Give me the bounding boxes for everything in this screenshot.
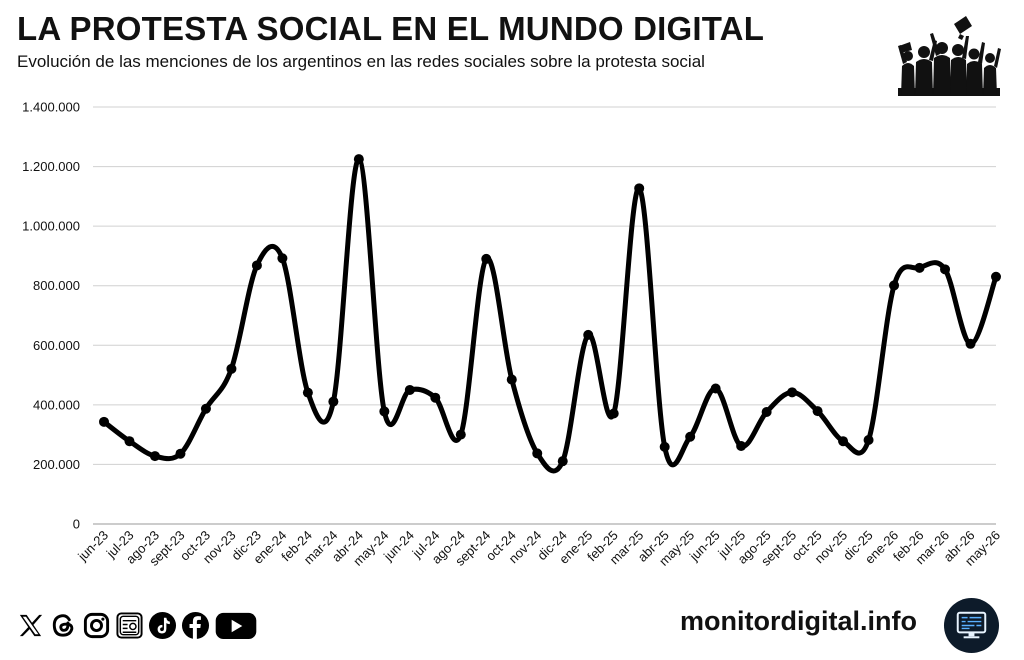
data-point — [736, 440, 747, 451]
data-point — [379, 406, 390, 417]
data-point — [685, 431, 696, 442]
social-icons — [16, 608, 258, 642]
data-point — [940, 264, 951, 275]
x-tick-label: jun-23 — [74, 528, 111, 565]
newsletter-icon[interactable] — [115, 611, 144, 640]
data-point — [149, 451, 160, 462]
data-point — [124, 436, 135, 447]
series-line — [101, 156, 999, 474]
y-tick-label: 1.000.000 — [22, 219, 80, 234]
data-point — [506, 374, 517, 385]
instagram-icon[interactable] — [82, 611, 111, 640]
data-point — [175, 448, 186, 459]
data-point — [889, 280, 900, 291]
data-point — [991, 271, 1001, 282]
data-point — [353, 154, 364, 165]
data-point — [659, 441, 670, 452]
x-icon[interactable] — [16, 611, 45, 640]
data-point — [455, 429, 466, 440]
data-point — [430, 392, 441, 403]
data-point — [761, 407, 772, 418]
y-tick-label: 200.000 — [33, 457, 80, 472]
data-point — [710, 383, 721, 394]
data-point — [863, 435, 874, 446]
data-point — [838, 436, 849, 447]
data-point — [404, 384, 415, 395]
data-points — [99, 154, 1001, 467]
data-point — [965, 338, 976, 349]
data-point — [812, 406, 823, 417]
y-tick-label: 0 — [73, 517, 80, 532]
y-tick-label: 1.400.000 — [22, 100, 80, 115]
data-point — [99, 416, 109, 427]
data-point — [226, 363, 237, 374]
protest-crowd-icon — [898, 16, 1001, 96]
monitor-icon[interactable] — [943, 597, 1000, 654]
data-point — [583, 329, 594, 340]
youtube-icon[interactable] — [214, 611, 258, 640]
y-tick-label: 800.000 — [33, 278, 80, 293]
line-chart: 0 200.000 400.000 600.000 800.000 1.000.000 1.… — [22, 100, 1003, 569]
data-point — [608, 408, 619, 419]
y-axis-tick-labels: 0 200.000 400.000 600.000 800.000 1.000.000 1.… — [22, 100, 80, 532]
facebook-icon[interactable] — [181, 611, 210, 640]
y-tick-label: 1.200.000 — [22, 159, 80, 174]
threads-icon[interactable] — [49, 611, 78, 640]
data-point — [481, 253, 492, 264]
y-tick-label: 400.000 — [33, 397, 80, 412]
data-point — [634, 183, 645, 194]
chart-title: LA PROTESTA SOCIAL EN EL MUNDO DIGITAL — [17, 10, 765, 47]
data-point — [200, 403, 211, 414]
data-point — [557, 456, 568, 467]
data-point — [914, 262, 925, 273]
site-url[interactable]: monitordigital.info — [680, 606, 917, 636]
chart-subtitle: Evolución de las menciones de los argent… — [17, 52, 705, 71]
tiktok-icon[interactable] — [148, 611, 177, 640]
x-axis-tick-labels: jun-23jul-23ago-23sept-23oct-23nov-23dic… — [74, 528, 1003, 569]
data-point — [532, 448, 543, 459]
data-point — [328, 396, 339, 407]
data-point — [302, 387, 313, 398]
data-point — [787, 387, 798, 398]
data-point — [251, 260, 262, 271]
y-tick-label: 600.000 — [33, 338, 80, 353]
data-point — [277, 253, 288, 264]
